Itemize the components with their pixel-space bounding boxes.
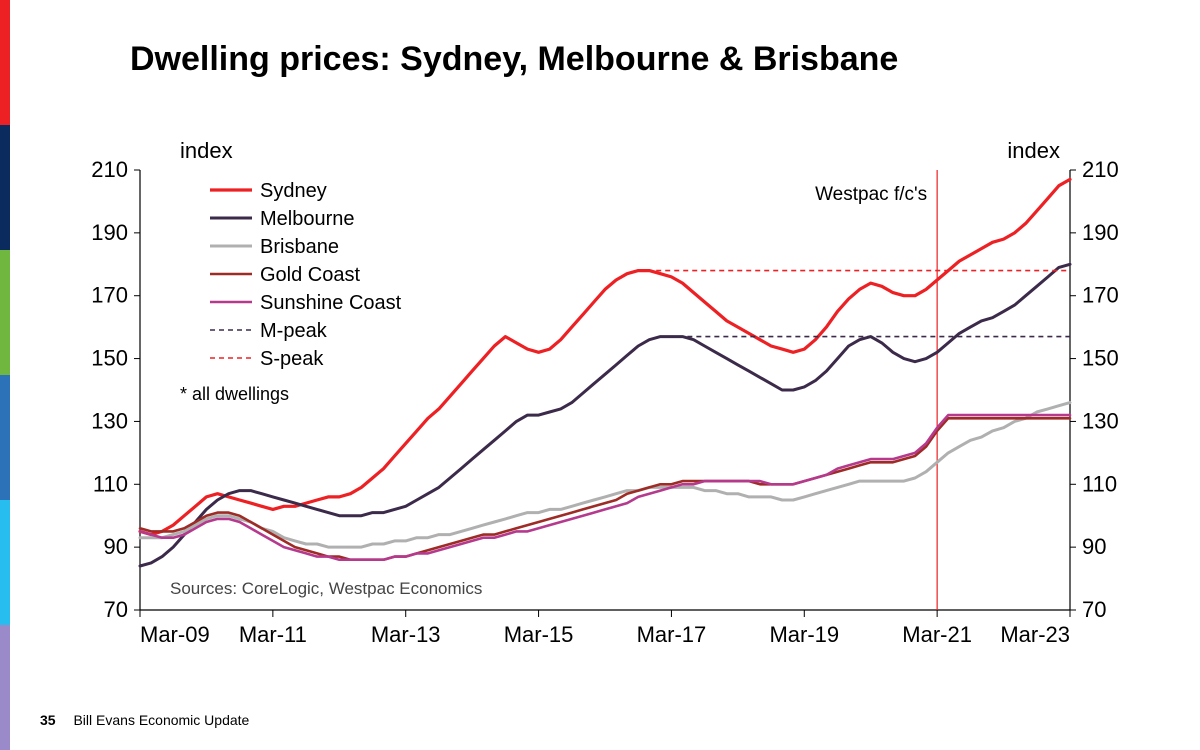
svg-text:Sydney: Sydney <box>260 180 327 202</box>
svg-text:index: index <box>180 138 233 163</box>
svg-text:130: 130 <box>91 408 128 433</box>
svg-text:M-peak: M-peak <box>260 320 328 342</box>
svg-text:Mar-19: Mar-19 <box>769 622 839 647</box>
svg-text:Mar-21: Mar-21 <box>902 622 972 647</box>
bar-seg <box>0 250 10 375</box>
svg-text:Sunshine Coast: Sunshine Coast <box>260 292 402 314</box>
svg-text:Brisbane: Brisbane <box>260 236 339 258</box>
svg-text:170: 170 <box>91 283 128 308</box>
svg-text:Mar-15: Mar-15 <box>504 622 574 647</box>
svg-text:70: 70 <box>1082 597 1106 622</box>
svg-text:90: 90 <box>1082 534 1106 559</box>
svg-text:110: 110 <box>1082 471 1117 496</box>
svg-text:190: 190 <box>91 220 128 245</box>
bar-seg <box>0 0 10 125</box>
svg-text:Melbourne: Melbourne <box>260 208 355 230</box>
bar-seg <box>0 625 10 750</box>
svg-text:Gold Coast: Gold Coast <box>260 264 360 286</box>
svg-text:150: 150 <box>91 346 128 371</box>
svg-text:Mar-11: Mar-11 <box>239 622 307 647</box>
brand-color-bar <box>0 0 10 750</box>
svg-text:S-peak: S-peak <box>260 348 324 370</box>
chart-title: Dwelling prices: Sydney, Melbourne & Bri… <box>130 40 898 79</box>
bar-seg <box>0 375 10 500</box>
svg-text:110: 110 <box>93 471 128 496</box>
svg-text:90: 90 <box>104 534 128 559</box>
svg-text:Westpac f/c's: Westpac f/c's <box>815 184 927 205</box>
svg-text:170: 170 <box>1082 283 1119 308</box>
bar-seg <box>0 125 10 250</box>
page-number: 35 <box>40 712 56 728</box>
line-chart: 70 70 90 90 110 110 130 130 150 150 170 170 190 190 21… <box>80 130 1130 670</box>
svg-text:210: 210 <box>1082 157 1119 182</box>
svg-text:Mar-23: Mar-23 <box>1000 622 1070 647</box>
footer-text: Bill Evans Economic Update <box>73 712 249 728</box>
svg-text:150: 150 <box>1082 346 1119 371</box>
svg-text:210: 210 <box>91 157 128 182</box>
svg-text:* all dwellings: * all dwellings <box>180 384 289 404</box>
svg-text:Mar-13: Mar-13 <box>371 622 441 647</box>
svg-text:Sources: CoreLogic, Westpac Ec: Sources: CoreLogic, Westpac Economics <box>170 579 482 598</box>
svg-text:190: 190 <box>1082 220 1119 245</box>
chart-area: 70 70 90 90 110 110 130 130 150 150 170 170 190 190 21… <box>80 130 1130 670</box>
svg-text:index: index <box>1007 138 1060 163</box>
bar-seg <box>0 500 10 625</box>
page-footer: 35 Bill Evans Economic Update <box>40 712 249 728</box>
svg-text:Mar-17: Mar-17 <box>637 622 707 647</box>
svg-text:130: 130 <box>1082 408 1119 433</box>
svg-text:Mar-09: Mar-09 <box>140 622 210 647</box>
svg-text:70: 70 <box>104 597 128 622</box>
